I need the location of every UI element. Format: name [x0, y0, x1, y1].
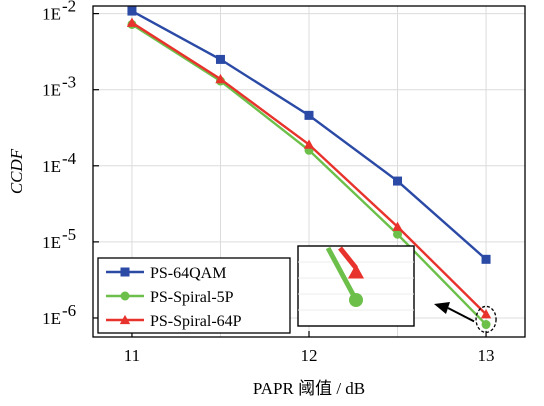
- data-point: [393, 229, 403, 239]
- data-point: [303, 139, 315, 149]
- inset-point-spiral-5p: [349, 293, 363, 307]
- highlight-ellipse: [475, 305, 497, 334]
- series-ps-spiral-64p: [126, 17, 492, 319]
- inset-series-spiral-64p: [338, 246, 358, 270]
- y-tick-exponent: -5: [62, 225, 76, 244]
- zoom-annotation: [434, 302, 497, 334]
- y-tick-exponent: -6: [62, 301, 76, 320]
- data-point: [304, 110, 314, 120]
- data-point: [480, 309, 492, 319]
- inset-frame: [297, 245, 415, 327]
- data-point: [215, 54, 225, 64]
- zoom-inset: [297, 245, 415, 327]
- legend: PS-64QAM PS-Spiral-5P PS-Spiral-64P: [97, 257, 291, 334]
- y-tick-exponent: -2: [62, 0, 76, 16]
- inset-series-spiral-5p: [325, 246, 359, 302]
- arrow-shaft: [447, 307, 475, 323]
- legend-label: PS-Spiral-5P: [150, 289, 234, 306]
- legend-label: PS-64QAM: [150, 265, 226, 282]
- x-axis-title: PAPR 阈值 / dB: [253, 379, 365, 398]
- inset-point-spiral-64p: [347, 263, 365, 279]
- data-point: [392, 221, 403, 231]
- y-tick-label: 1E: [42, 233, 61, 252]
- legend-marker: [120, 291, 130, 301]
- x-tick-label: 11: [124, 346, 140, 365]
- data-point: [481, 254, 491, 264]
- data-point: [127, 6, 137, 16]
- y-axis-title: CCDF: [7, 148, 26, 194]
- series-layer: [126, 6, 492, 330]
- y-tick-label: 1E: [42, 157, 61, 176]
- y-tick-exponent: -3: [62, 73, 76, 92]
- legend-label: PS-Spiral-64P: [150, 313, 242, 330]
- series-ps-64qam: [127, 6, 491, 264]
- y-tick-label: 1E: [42, 309, 61, 328]
- legend-marker: [119, 314, 131, 325]
- y-tick-exponent: -4: [62, 149, 77, 168]
- arrow-head: [434, 302, 450, 314]
- y-tick-label: 1E: [42, 81, 61, 100]
- data-point: [393, 176, 403, 186]
- data-point: [215, 73, 226, 84]
- data-point: [481, 320, 491, 330]
- x-tick-label: 12: [301, 346, 318, 365]
- data-point: [126, 17, 138, 27]
- y-tick-label: 1E: [42, 5, 61, 24]
- x-tick-label: 13: [478, 346, 495, 365]
- legend-marker: [120, 267, 130, 277]
